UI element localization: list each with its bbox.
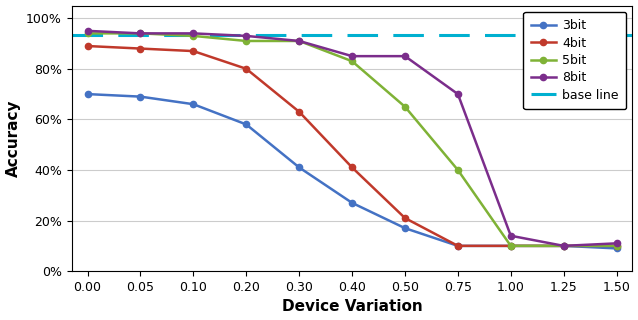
8bit (612, 241, 620, 245)
3bit (137, 95, 144, 99)
3bit (560, 244, 568, 248)
3bit (84, 92, 91, 96)
4bit (295, 110, 303, 114)
4bit (560, 244, 568, 248)
3bit (189, 102, 197, 106)
X-axis label: Device Variation: Device Variation (282, 300, 422, 315)
8bit (560, 244, 568, 248)
5bit (295, 39, 303, 43)
5bit (454, 168, 462, 172)
base line (84, 33, 91, 36)
5bit (242, 39, 250, 43)
8bit (454, 92, 462, 96)
5bit (401, 105, 409, 109)
4bit (242, 67, 250, 71)
8bit (137, 31, 144, 35)
3bit (242, 123, 250, 126)
8bit (401, 54, 409, 58)
Line: 5bit: 5bit (84, 30, 619, 249)
Line: 3bit: 3bit (84, 91, 619, 252)
base line (137, 33, 144, 36)
4bit (454, 244, 462, 248)
4bit (348, 165, 356, 169)
4bit (84, 44, 91, 48)
3bit (401, 226, 409, 230)
4bit (401, 216, 409, 220)
Line: 8bit: 8bit (84, 28, 619, 249)
3bit (454, 244, 462, 248)
Legend: 3bit, 4bit, 5bit, 8bit, base line: 3bit, 4bit, 5bit, 8bit, base line (523, 12, 626, 109)
8bit (348, 54, 356, 58)
4bit (189, 49, 197, 53)
3bit (348, 201, 356, 205)
5bit (507, 244, 515, 248)
Line: 4bit: 4bit (84, 43, 619, 249)
4bit (137, 47, 144, 51)
3bit (507, 244, 515, 248)
3bit (612, 246, 620, 250)
8bit (84, 29, 91, 33)
8bit (242, 34, 250, 38)
5bit (348, 59, 356, 63)
5bit (84, 31, 91, 35)
3bit (295, 165, 303, 169)
5bit (189, 34, 197, 38)
4bit (507, 244, 515, 248)
5bit (560, 244, 568, 248)
5bit (137, 31, 144, 35)
8bit (189, 31, 197, 35)
8bit (295, 39, 303, 43)
5bit (612, 244, 620, 248)
8bit (507, 234, 515, 238)
4bit (612, 244, 620, 248)
Y-axis label: Accuracy: Accuracy (6, 100, 20, 177)
